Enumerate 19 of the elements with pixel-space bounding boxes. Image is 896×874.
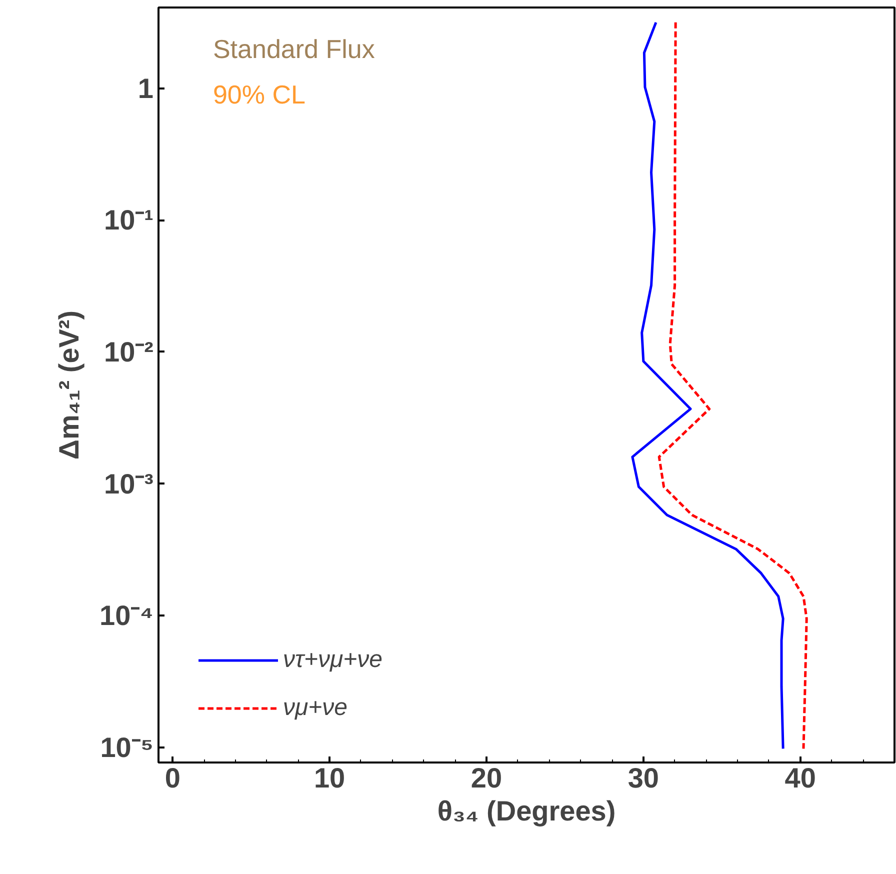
y-tick-label: 1 — [138, 72, 154, 104]
y-tick-label: 10⁻⁴ — [100, 600, 154, 632]
y-tick-label: 10⁻⁵ — [100, 732, 154, 764]
annotation: Standard Flux — [212, 34, 375, 64]
x-tick-label: 30 — [628, 762, 659, 794]
x-tick-label: 20 — [470, 762, 502, 794]
annotation: 90% CL — [212, 79, 306, 110]
line-series — [631, 21, 784, 750]
y-tick-label: 10⁻² — [104, 336, 154, 368]
y-tick-label: 10⁻³ — [104, 468, 154, 500]
line-series — [658, 21, 808, 750]
x-tick-label: 10 — [314, 762, 346, 794]
y-tick-label: 10⁻¹ — [104, 204, 154, 236]
y-axis-title: Δm₄₁² (eV²) — [54, 310, 85, 460]
x-axis-title: θ₃₄ (Degrees) — [437, 796, 616, 826]
x-tick-label: 40 — [784, 762, 816, 794]
x-tick-label: 0 — [164, 762, 180, 794]
legend-label: ντ+νμ+νe — [283, 646, 383, 674]
legend-label: νμ+νe — [283, 694, 348, 722]
